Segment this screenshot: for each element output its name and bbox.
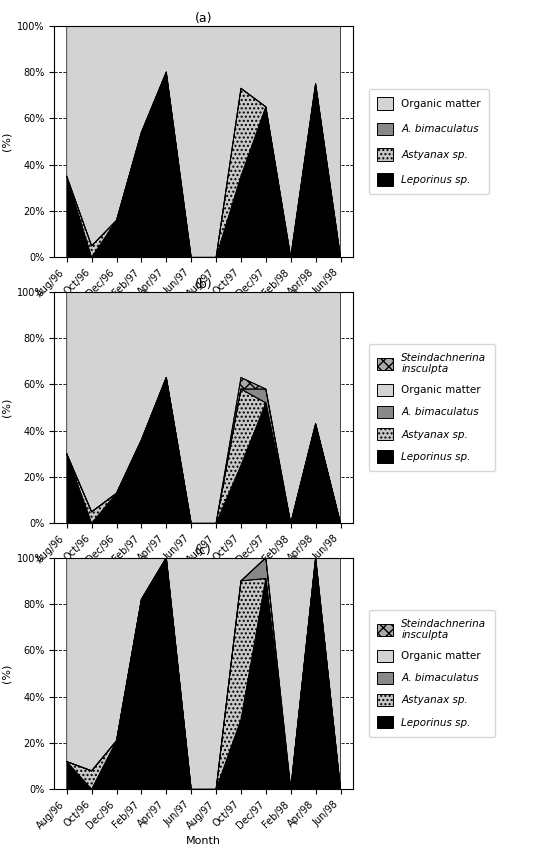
X-axis label: Month: Month	[186, 305, 221, 314]
Title: (c): (c)	[195, 543, 212, 557]
Legend: Steindachnerina
insculpta, Organic matter, A. bimaculatus, Astyanax sp., Leporin: Steindachnerina insculpta, Organic matte…	[369, 610, 495, 737]
Legend: Steindachnerina
insculpta, Organic matter, A. bimaculatus, Astyanax sp., Leporin: Steindachnerina insculpta, Organic matte…	[369, 344, 495, 471]
Title: (b): (b)	[195, 277, 212, 291]
Y-axis label: (%): (%)	[2, 664, 11, 683]
Title: (a): (a)	[195, 11, 212, 25]
Y-axis label: (%): (%)	[2, 398, 11, 417]
Legend: Organic matter, A. bimaculatus, Astyanax sp., Leporinus sp.: Organic matter, A. bimaculatus, Astyanax…	[369, 89, 489, 194]
X-axis label: Month: Month	[186, 837, 221, 846]
Y-axis label: (%): (%)	[2, 132, 11, 151]
X-axis label: Month: Month	[186, 571, 221, 580]
